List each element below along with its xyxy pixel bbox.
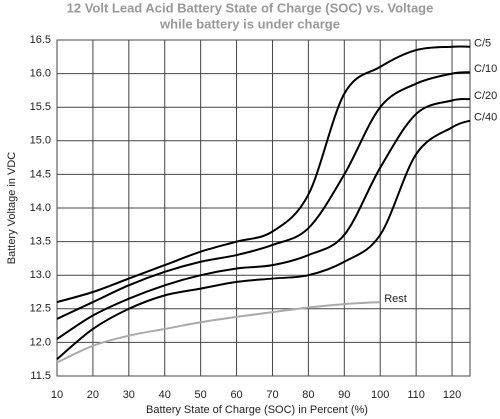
legend-label: C/20 <box>474 90 497 102</box>
x-tick-label: 90 <box>338 389 350 401</box>
x-tick-label: 120 <box>443 389 461 401</box>
x-tick-label: 40 <box>159 389 171 401</box>
x-tick-label: 10 <box>51 389 63 401</box>
x-tick-label: 50 <box>195 389 207 401</box>
x-tick-label: 70 <box>266 389 278 401</box>
y-tick-label: 13.0 <box>30 269 51 281</box>
chart-subtitle: while battery is under charge <box>159 16 340 31</box>
y-tick-label: 15.0 <box>30 135 51 147</box>
x-tick-label: 80 <box>302 389 314 401</box>
x-tick-label: 60 <box>230 389 242 401</box>
legend-label: Rest <box>384 293 407 305</box>
y-tick-label: 14.5 <box>30 168 51 180</box>
y-tick-label: 14.0 <box>30 202 51 214</box>
y-tick-label: 15.5 <box>30 101 51 113</box>
plot-frame <box>56 39 471 377</box>
chart-title: 12 Volt Lead Acid Battery State of Charg… <box>67 0 434 15</box>
x-axis-label: Battery State of Charge (SOC) in Percent… <box>146 404 368 416</box>
y-tick-label: 12.5 <box>30 303 51 315</box>
x-tick-label: 20 <box>87 389 99 401</box>
series-line <box>56 301 381 364</box>
series-line <box>56 119 471 360</box>
x-tick-label: 100 <box>371 389 389 401</box>
y-tick-label: 16.5 <box>30 34 51 46</box>
legend-label: C/40 <box>474 112 497 124</box>
x-tick-label: 110 <box>407 389 425 401</box>
y-tick-label: 16.0 <box>30 68 51 80</box>
y-tick-label: 11.5 <box>30 370 51 382</box>
x-tick-label: 30 <box>123 389 135 401</box>
series-line <box>56 97 471 340</box>
legend-label: C/5 <box>474 38 491 50</box>
y-axis-label: Battery Voltage in VDC <box>6 152 18 265</box>
y-tick-label: 13.5 <box>30 236 51 248</box>
y-tick-label: 12.0 <box>30 336 51 348</box>
series-line <box>56 71 471 320</box>
legend-label: C/10 <box>474 63 497 75</box>
series-line <box>56 45 471 304</box>
